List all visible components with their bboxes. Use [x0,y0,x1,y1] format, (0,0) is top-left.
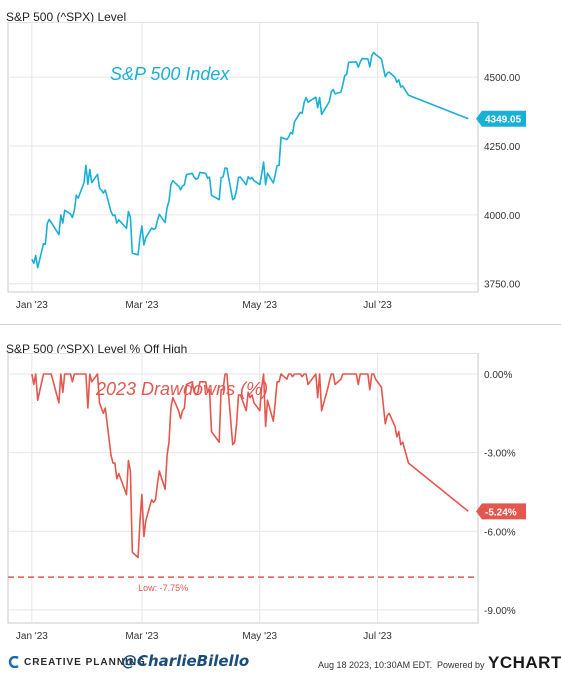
timestamp: Aug 18 2023, 10:30AM EDT. [318,660,433,670]
chart-annotation: S&P 500 Index [110,64,230,84]
x-tick-label: Jan '23 [16,631,48,642]
last-value-tag [476,503,526,520]
creative-planning-logo-icon [8,656,19,668]
y-tick-label: -6.00% [484,527,516,538]
last-value-label: 4349.05 [485,115,522,126]
drawdown-panel: S&P 500 (^SPX) Level % Off High 0.00% -3.… [0,325,561,650]
panel-divider [0,324,561,325]
y-tick-label: 4250.00 [484,142,521,153]
powered-by-label: Powered by [437,660,485,670]
spx-level-chart: 4500.00 4250.00 4000.00 3750.00 Jan '23 Mar '… [7,22,526,311]
top-chart-title: S&P 500 (^SPX) Level [6,10,127,24]
x-tick-label: Jul '23 [363,300,392,311]
y-tick-label: 4000.00 [484,211,521,222]
spx-level-panel: S&P 500 (^SPX) Level 4500.00 4250.00 4000.… [0,0,561,322]
plot-area [7,353,479,624]
series-line [31,373,469,559]
author-handle: @CharlieBilello [122,652,250,670]
x-tick-label: Jan '23 [16,300,48,311]
last-value-tag [476,110,526,127]
chart-annotation: 2023 Drawdowns (%) [95,379,268,399]
drawdown-chart: 0.00% -3.00% -6.00% -9.00% Jan '23 Mar '23 May… [7,353,526,642]
y-tick-label: -9.00% [484,606,516,617]
x-tick-label: May '23 [242,300,277,311]
ycharts-logo: YCHARTS [488,653,561,672]
brand: CREATIVE PLANNING [8,656,146,668]
x-tick-label: May '23 [242,631,277,642]
y-tick-label: -3.00% [484,449,516,460]
y-tick-label: 4500.00 [484,73,521,84]
last-value-label: -5.24% [485,507,517,518]
low-label: Low: -7.75% [138,583,188,593]
x-tick-label: Jul '23 [363,631,392,642]
plot-area [7,22,479,293]
x-tick-label: Mar '23 [125,300,158,311]
footer: CREATIVE PLANNING @CharlieBilello Aug 18… [0,650,561,680]
y-tick-label: 3750.00 [484,280,521,291]
y-tick-label: 0.00% [484,370,512,381]
x-tick-label: Mar '23 [125,631,158,642]
series-line [31,51,469,269]
brand-name: CREATIVE PLANNING [24,656,146,668]
